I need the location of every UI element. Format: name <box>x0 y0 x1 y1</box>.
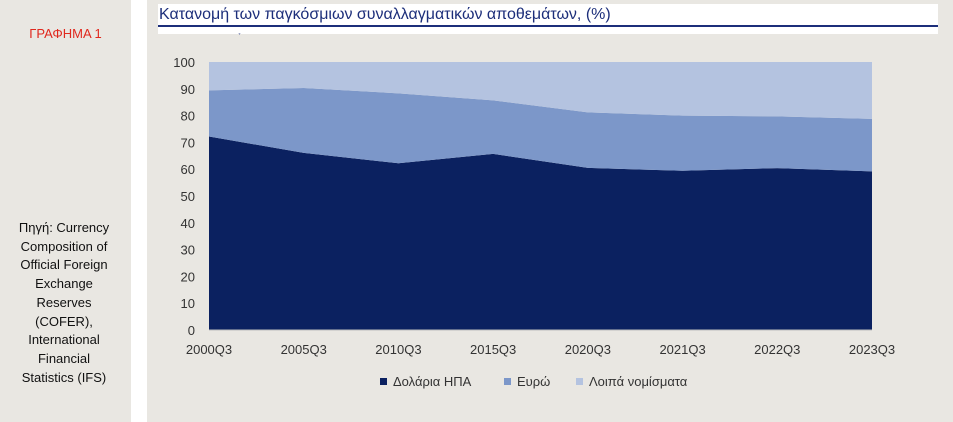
source-line: Exchange <box>35 276 93 292</box>
y-tick-label: 100 <box>173 55 195 70</box>
sidebar <box>0 0 131 422</box>
source-line: Financial <box>37 350 91 366</box>
legend-swatch <box>504 378 511 385</box>
gutter <box>131 0 147 422</box>
y-tick-label: 20 <box>181 269 195 284</box>
y-tick-label: 90 <box>181 82 195 97</box>
source-line: Reserves <box>36 294 92 310</box>
y-tick-label: 80 <box>181 109 195 124</box>
source-line: International <box>28 332 100 348</box>
source-line: (COFER), <box>35 313 93 329</box>
title-underline <box>158 25 938 27</box>
legend-swatch <box>380 378 387 385</box>
y-tick-label: 0 <box>188 323 195 338</box>
y-tick-label: 40 <box>181 216 195 231</box>
title-caret-mark: ˯ <box>238 25 241 35</box>
legend-label: Ευρώ <box>517 374 550 389</box>
x-tick-label: 2023Q3 <box>849 342 895 357</box>
x-tick-label: 2015Q3 <box>470 342 516 357</box>
x-tick-label: 2020Q3 <box>565 342 611 357</box>
area-series-3 <box>209 62 872 119</box>
legend-swatch <box>576 378 583 385</box>
y-tick-label: 60 <box>181 162 195 177</box>
source-line: Official Foreign <box>20 257 108 273</box>
x-tick-label: 2000Q3 <box>186 342 232 357</box>
legend-label: Λοιπά νομίσματα <box>589 374 688 389</box>
source-line: Πηγή: Currency <box>18 220 110 235</box>
area-series-1 <box>209 136 872 330</box>
x-tick-label: 2021Q3 <box>659 342 705 357</box>
y-tick-label: 10 <box>181 296 195 311</box>
x-tick-label: 2010Q3 <box>375 342 421 357</box>
source-line: Statistics (IFS) <box>21 369 107 385</box>
y-tick-label: 30 <box>181 243 195 258</box>
title-bar <box>158 4 938 34</box>
y-tick-label: 70 <box>181 135 195 150</box>
area-series-2 <box>209 87 872 172</box>
source-note: Πηγή: Currency Composition of Official F… <box>6 219 122 387</box>
legend-label: Δολάρια ΗΠΑ <box>393 374 472 389</box>
chart-title: Κατανομή των παγκόσμιων συναλλαγματικών … <box>159 6 611 23</box>
x-tick-label: 2005Q3 <box>281 342 327 357</box>
figure-label: ΓΡΑΦΗΜΑ 1 <box>29 26 102 41</box>
x-tick-label: 2022Q3 <box>754 342 800 357</box>
source-line: Composition of <box>20 238 108 254</box>
y-tick-label: 50 <box>181 189 195 204</box>
